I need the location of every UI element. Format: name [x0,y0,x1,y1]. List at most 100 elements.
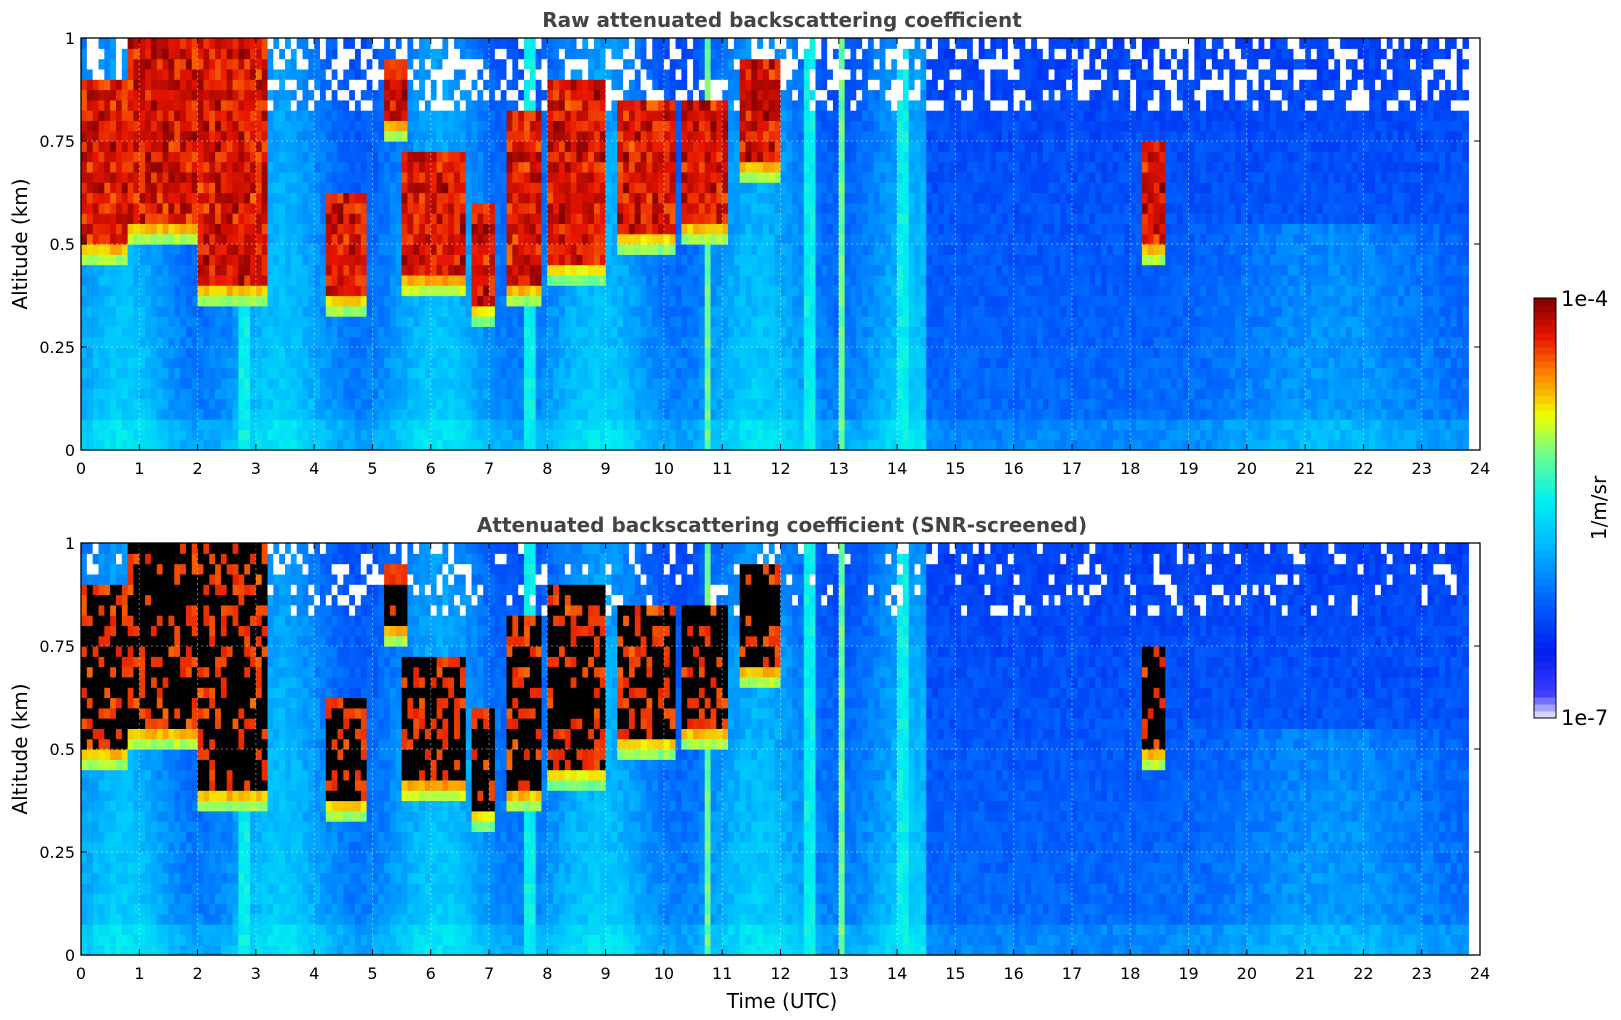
heatmap-cell [500,79,508,91]
heatmap-cell [273,244,280,255]
heatmap-cell [285,110,292,121]
heatmap-cell [354,130,362,142]
heatmap-cell [378,326,385,338]
heatmap-cell [250,68,257,80]
heatmap-cell [646,110,653,121]
heatmap-cell [739,244,747,255]
heatmap-cell [133,439,140,451]
heatmap-cell [757,202,764,214]
heatmap-cell [104,367,111,379]
heatmap-cell [728,141,735,152]
heatmap-cell [419,192,426,204]
heatmap-cell [780,244,787,255]
heatmap-cell [354,68,362,80]
heatmap-cell [518,182,525,194]
heatmap-cell [518,161,525,173]
heatmap-cell [792,182,799,194]
heatmap-cell [529,439,537,451]
heatmap-cell [774,38,782,49]
heatmap-cell [454,347,461,358]
heatmap-cell [360,120,368,132]
heatmap-cell [424,213,432,224]
heatmap-cell [115,429,123,441]
heatmap-cell [529,295,537,307]
heatmap-cell [203,130,210,142]
heatmap-cell [576,408,583,420]
heatmap-cell [290,244,298,255]
heatmap-cell [174,305,181,317]
heatmap-cell [174,439,181,451]
heatmap-cell [244,213,251,224]
heatmap-cell [751,367,758,379]
heatmap-cell [698,274,706,286]
heatmap-cell [325,305,333,317]
heatmap-cell [728,223,735,235]
heatmap-cell [413,367,420,379]
heatmap-cell [489,213,496,224]
heatmap-cell [244,233,251,245]
heatmap-cell [168,68,175,80]
heatmap-cell [617,264,624,276]
heatmap-cell [139,79,146,91]
heatmap-cell [139,213,146,224]
heatmap-cell [500,398,508,410]
heatmap-cell [389,182,397,194]
heatmap-cell [314,336,321,348]
heatmap-cell [127,202,135,214]
heatmap-cell [506,161,513,173]
heatmap-cell [378,192,385,204]
heatmap-cell [617,99,624,111]
heatmap-cell [558,48,566,60]
heatmap-cell [250,367,257,379]
heatmap-cell [698,79,706,91]
heatmap-cell [792,367,799,379]
heatmap-cell [675,367,683,379]
heatmap-cell [681,347,688,358]
heatmap-cell [751,408,758,420]
heatmap-cell [384,244,391,255]
heatmap-cell [588,367,595,379]
heatmap-cell [343,377,350,389]
heatmap-cell [698,202,706,214]
heatmap-cell [343,130,350,142]
heatmap-cell [378,388,385,400]
heatmap-cell [255,99,263,111]
heatmap-cell [407,326,414,338]
heatmap-cell [675,89,683,101]
heatmap-cell [168,223,175,235]
heatmap-cell [115,79,123,91]
heatmap-cell [255,58,263,70]
heatmap-cell [139,89,146,101]
heatmap-cell [483,336,490,348]
heatmap-cell [774,398,782,410]
heatmap-cell [611,202,618,214]
heatmap-cell [792,141,799,152]
heatmap-cell [558,171,566,183]
heatmap-cell [757,244,764,255]
heatmap-cell [226,347,234,358]
heatmap-cell [191,316,199,327]
heatmap-cell [337,48,344,60]
heatmap-cell [576,388,583,400]
heatmap-cell [325,223,333,235]
heatmap-cell [395,161,403,173]
heatmap-cell [384,192,391,204]
heatmap-cell [588,161,595,173]
heatmap-cell [471,182,478,194]
heatmap-cell [617,68,624,80]
heatmap-cell [215,357,222,369]
heatmap-cell [384,233,391,245]
heatmap-cell [529,110,537,121]
heatmap-cell [384,295,391,307]
heatmap-cell [675,388,683,400]
heatmap-cell [710,264,717,276]
heatmap-cell [232,110,239,121]
heatmap-cell [733,408,741,420]
heatmap-cell [774,367,782,379]
heatmap-cell [389,223,397,235]
heatmap-cell [489,305,496,317]
heatmap-cell [174,264,181,276]
heatmap-cell [354,223,362,235]
heatmap-cell [384,408,391,420]
heatmap-cell [86,130,94,142]
